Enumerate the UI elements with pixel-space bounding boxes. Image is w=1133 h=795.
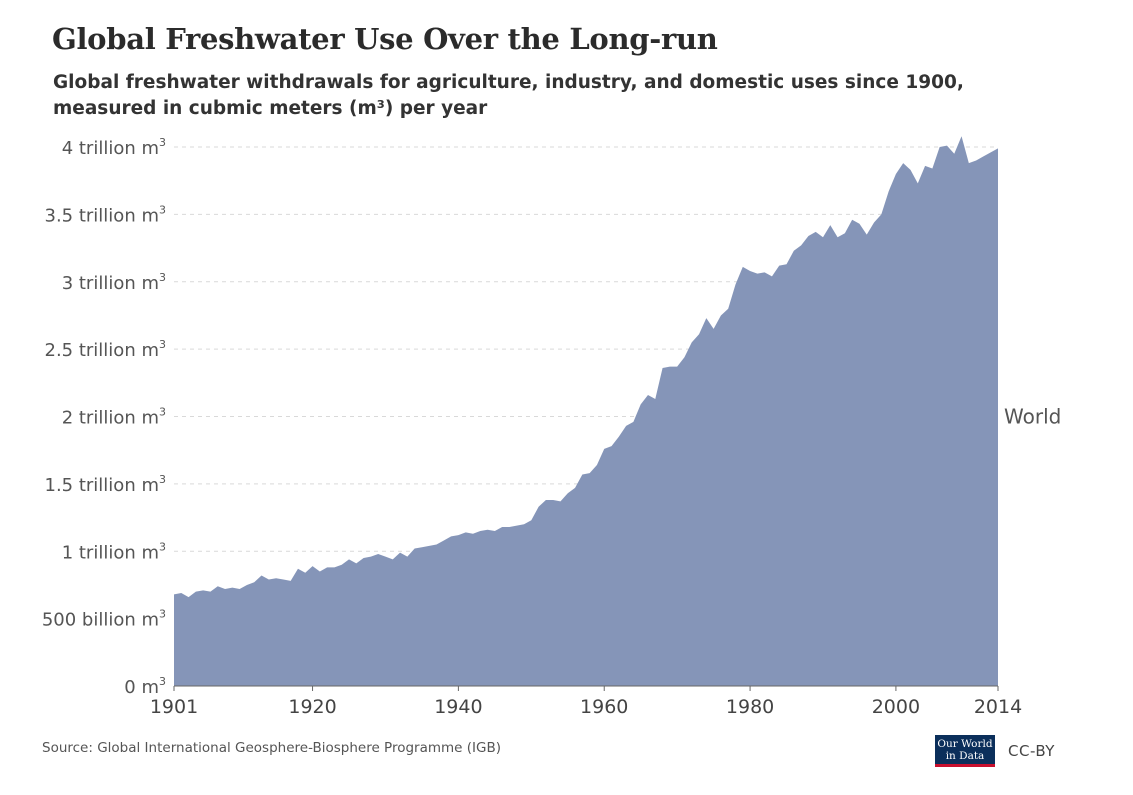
y-tick-label: 2.5 trillion m3 bbox=[45, 338, 167, 361]
x-tick-label: 2000 bbox=[872, 696, 920, 718]
area-layer bbox=[174, 136, 998, 687]
y-tick-label: 1.5 trillion m3 bbox=[45, 473, 167, 496]
series-labels: World bbox=[1004, 405, 1061, 429]
x-axis: 1901 1920 1940 1960 1980 2000 2014 bbox=[150, 685, 1022, 718]
y-tick-label: 500 billion m3 bbox=[42, 608, 166, 631]
series-label-world: World bbox=[1004, 405, 1061, 429]
x-tick-label: 1940 bbox=[434, 696, 482, 718]
y-tick-label: 4 trillion m3 bbox=[62, 136, 166, 159]
x-tick-label: 1980 bbox=[726, 696, 774, 718]
chart-subtitle: Global freshwater withdrawals for agricu… bbox=[53, 72, 964, 119]
area-series-world bbox=[174, 136, 998, 687]
y-tick-label: 3.5 trillion m3 bbox=[45, 203, 167, 226]
y-tick-label: 3 trillion m3 bbox=[62, 271, 166, 294]
y-tick-label: 1 trillion m3 bbox=[62, 540, 166, 563]
x-tick-label: 1920 bbox=[288, 696, 336, 718]
y-axis: 0 m3 500 billion m3 1 trillion m3 1.5 trill… bbox=[42, 136, 166, 698]
license-link[interactable]: CC-BY bbox=[1008, 742, 1055, 760]
x-tick-label: 2014 bbox=[974, 696, 1022, 718]
x-tick-label: 1901 bbox=[150, 696, 198, 718]
owid-logo[interactable]: Our World in Data bbox=[935, 735, 995, 767]
chart-title: Global Freshwater Use Over the Long-run bbox=[52, 22, 718, 56]
source-note: Source: Global International Geosphere-B… bbox=[42, 740, 501, 756]
y-tick-label: 0 m3 bbox=[124, 675, 166, 698]
x-tick-label: 1960 bbox=[580, 696, 628, 718]
y-tick-label: 2 trillion m3 bbox=[62, 406, 166, 429]
